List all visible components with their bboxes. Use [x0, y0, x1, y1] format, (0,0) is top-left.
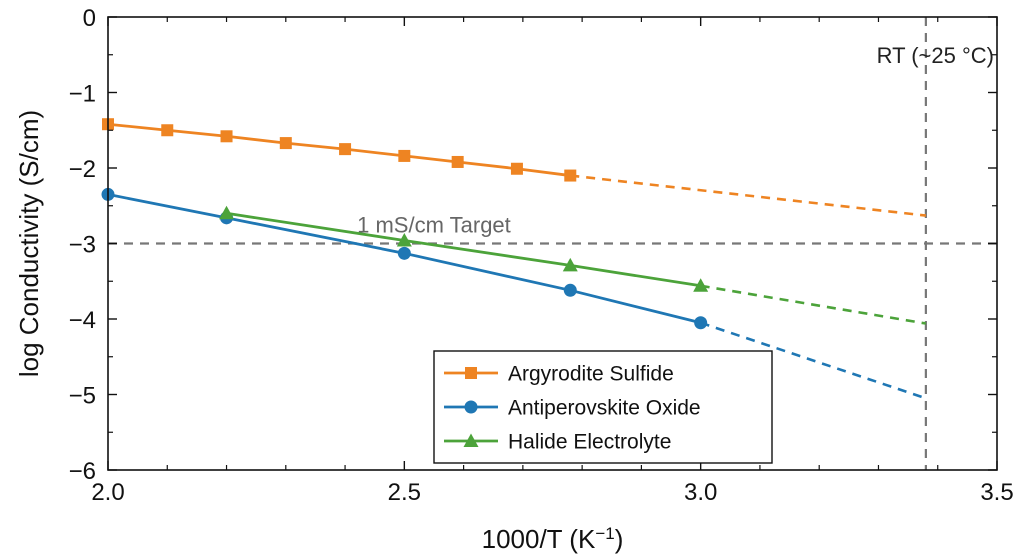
legend-item-argyrodite-sulfide: Argyrodite Sulfide — [444, 363, 674, 386]
data-point — [339, 143, 352, 156]
y-tick-label: −1 — [69, 81, 96, 108]
x-axis-title: 1000/T (K−1) — [482, 524, 624, 555]
x-tick-label: 3.5 — [980, 479, 1013, 506]
x-axis-title-superscript: −1 — [595, 524, 614, 543]
data-point — [396, 232, 412, 247]
series-halide-electrolyte — [219, 205, 927, 325]
legend-item-antiperovskite-oxide: Antiperovskite Oxide — [444, 397, 701, 420]
legend-marker — [464, 400, 478, 414]
data-point — [220, 130, 233, 143]
data-point — [562, 257, 578, 272]
axis-ticks: 2.0 2.5 3.0 3.5 0 −1 −2 −3 −4 −5 −6 — [69, 5, 1014, 506]
data-point — [219, 205, 235, 220]
legend: Argyrodite Sulfide Antiperovskite Oxide Ha… — [433, 350, 773, 464]
data-point — [397, 246, 411, 260]
data-point — [694, 316, 708, 330]
legend-label: Halide Electrolyte — [508, 431, 671, 454]
room-temperature-label: RT (~25 °C) — [877, 43, 994, 68]
x-axis-title-close: ) — [615, 524, 624, 554]
y-tick-label: −6 — [69, 458, 96, 485]
series-extrapolation-line — [700, 321, 927, 400]
y-tick-label: −4 — [69, 307, 96, 334]
legend-marker — [465, 367, 477, 379]
data-point — [510, 162, 523, 175]
y-tick-label: −5 — [69, 383, 96, 410]
data-point — [693, 278, 709, 292]
series-extrapolation-line — [570, 174, 927, 217]
data-point — [398, 149, 411, 162]
y-tick-label: −2 — [69, 156, 96, 183]
series-line — [226, 211, 701, 288]
series-argyrodite-sulfide — [102, 118, 927, 217]
x-axis-title-main: 1000/T (K — [482, 524, 596, 554]
legend-label: Antiperovskite Oxide — [508, 397, 701, 420]
data-point — [563, 283, 577, 297]
y-axis-title: log Conductivity (S/cm) — [14, 110, 44, 377]
target-reference-label: 1 mS/cm Target — [357, 213, 511, 238]
y-tick-label: 0 — [83, 5, 96, 32]
data-point — [451, 155, 464, 168]
data-point — [161, 124, 174, 137]
x-tick-label: 2.5 — [388, 479, 421, 506]
x-tick-label: 3.0 — [684, 479, 717, 506]
series-extrapolation-line — [700, 284, 927, 325]
y-tick-label: −3 — [69, 232, 96, 259]
series-layer — [101, 118, 927, 400]
data-point — [279, 137, 292, 150]
data-point — [564, 169, 577, 182]
legend-label: Argyrodite Sulfide — [508, 363, 674, 386]
x-tick-label: 2.0 — [91, 479, 124, 506]
reference-lines: 1 mS/cm Target RT (~25 °C) — [108, 17, 997, 470]
legend-marker — [463, 433, 479, 447]
legend-item-halide-electrolyte: Halide Electrolyte — [444, 431, 671, 454]
